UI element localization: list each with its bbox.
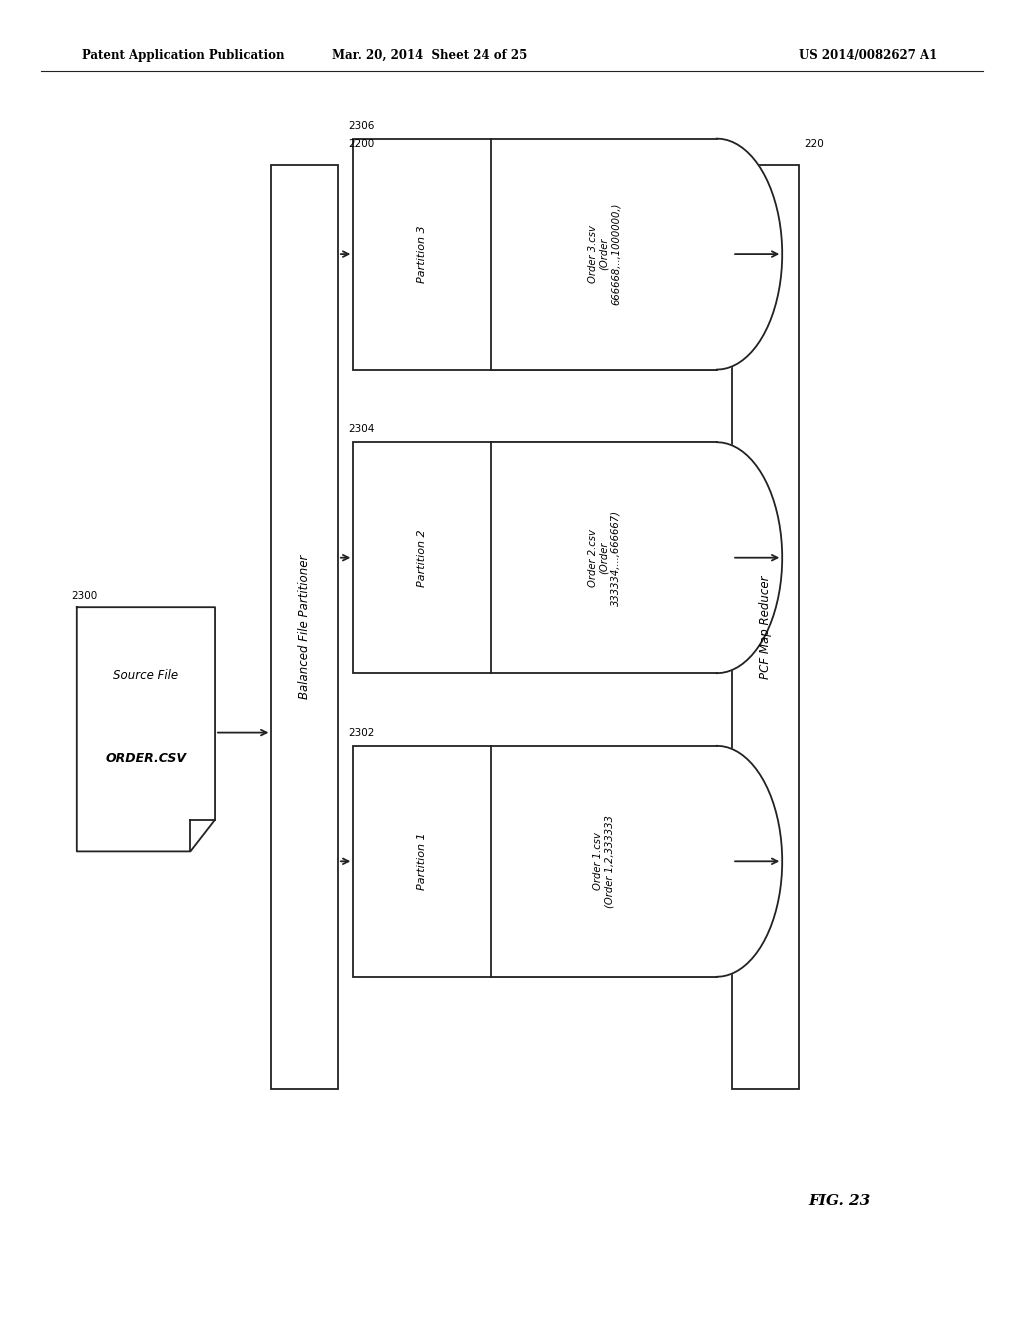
Text: Partition 3: Partition 3 xyxy=(418,226,427,282)
Text: 2300: 2300 xyxy=(72,590,98,601)
Bar xyxy=(353,746,717,977)
Text: PCF Map Reducer: PCF Map Reducer xyxy=(759,576,772,678)
Text: Balanced File Partitioner: Balanced File Partitioner xyxy=(298,554,311,700)
Text: Source File: Source File xyxy=(114,669,178,682)
Text: Order 2.csv
(Order
333334,...,666667): Order 2.csv (Order 333334,...,666667) xyxy=(588,510,621,606)
Polygon shape xyxy=(492,442,782,673)
Text: 2302: 2302 xyxy=(348,727,375,738)
Text: Partition 2: Partition 2 xyxy=(418,529,427,586)
Bar xyxy=(732,165,799,1089)
Text: US 2014/0082627 A1: US 2014/0082627 A1 xyxy=(799,49,937,62)
Text: 2306: 2306 xyxy=(348,120,375,131)
Text: 220: 220 xyxy=(804,139,823,149)
Bar xyxy=(271,165,338,1089)
Text: Order 1.csv
(Order 1,2,333333: Order 1.csv (Order 1,2,333333 xyxy=(593,814,614,908)
Text: 2304: 2304 xyxy=(348,424,375,434)
Bar xyxy=(353,139,717,370)
Polygon shape xyxy=(492,139,782,370)
Bar xyxy=(353,442,717,673)
Text: Patent Application Publication: Patent Application Publication xyxy=(82,49,285,62)
Polygon shape xyxy=(492,746,782,977)
Text: 2200: 2200 xyxy=(348,139,375,149)
Text: Partition 1: Partition 1 xyxy=(418,833,427,890)
Text: ORDER.CSV: ORDER.CSV xyxy=(105,752,186,766)
Polygon shape xyxy=(77,607,215,851)
Text: Order 3.csv
(Order
666668,..,1000000,): Order 3.csv (Order 666668,..,1000000,) xyxy=(588,203,621,305)
Text: FIG. 23: FIG. 23 xyxy=(809,1195,870,1208)
Text: Mar. 20, 2014  Sheet 24 of 25: Mar. 20, 2014 Sheet 24 of 25 xyxy=(333,49,527,62)
